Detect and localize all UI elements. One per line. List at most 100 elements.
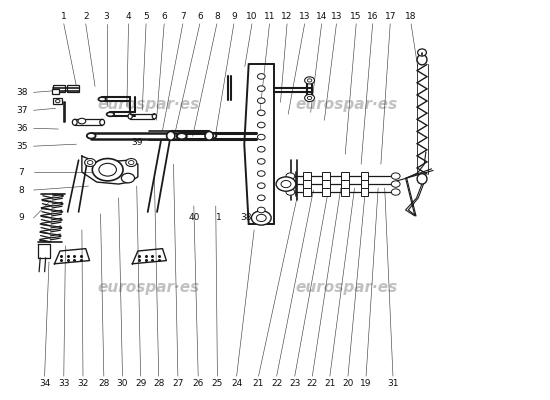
Ellipse shape [87,133,96,139]
Ellipse shape [100,119,104,125]
Text: 4: 4 [126,12,131,21]
Circle shape [281,180,291,188]
Text: 24: 24 [231,379,242,388]
Text: 39: 39 [131,138,142,147]
Bar [322,172,330,180]
Bar [53,98,62,104]
Text: 2: 2 [83,12,89,21]
Text: 38: 38 [241,214,252,222]
Bar [67,85,79,92]
Circle shape [257,98,265,104]
Circle shape [286,181,295,187]
Text: 22: 22 [307,379,318,388]
Circle shape [257,110,265,116]
Circle shape [256,214,266,222]
Text: 30: 30 [117,379,128,388]
Text: 11: 11 [264,12,275,21]
Circle shape [307,96,312,100]
Circle shape [78,118,86,124]
Circle shape [257,122,265,128]
Text: 6: 6 [197,12,203,21]
Circle shape [257,146,265,152]
Circle shape [85,158,96,166]
Circle shape [286,189,295,195]
Circle shape [129,160,134,164]
Bar [303,180,311,188]
Ellipse shape [107,112,114,116]
Text: 5: 5 [143,12,149,21]
Circle shape [257,195,265,201]
Text: 33: 33 [58,379,69,388]
Text: 29: 29 [135,379,146,388]
Ellipse shape [73,119,77,125]
Circle shape [87,160,93,164]
Ellipse shape [167,132,175,140]
Text: 40: 40 [188,214,200,222]
Circle shape [305,94,315,102]
Text: 22: 22 [271,379,282,388]
Text: 38: 38 [16,88,28,97]
Text: 12: 12 [282,12,293,21]
Text: 13: 13 [299,12,310,21]
Text: 34: 34 [39,379,50,388]
Bar [342,180,349,188]
Text: 32: 32 [78,379,89,388]
Text: 1: 1 [61,12,67,21]
Text: 21: 21 [324,379,336,388]
Text: 25: 25 [212,379,223,388]
Circle shape [307,79,312,82]
Circle shape [126,158,137,166]
Text: 7: 7 [19,168,24,176]
Circle shape [257,159,265,164]
Text: 15: 15 [350,12,362,21]
Circle shape [257,183,265,188]
Text: 28: 28 [153,379,164,388]
Text: 23: 23 [289,379,300,388]
Text: eurospar·es: eurospar·es [98,280,200,295]
Ellipse shape [177,133,186,140]
Text: 8: 8 [19,186,24,194]
Circle shape [391,181,400,187]
Text: eurospar·es: eurospar·es [295,97,398,112]
Text: 13: 13 [331,12,342,21]
Circle shape [391,173,400,179]
Text: 9: 9 [231,12,236,21]
Circle shape [122,173,135,183]
Bar [361,188,368,196]
Text: 17: 17 [384,12,396,21]
Bar [361,180,368,188]
Bar [322,188,330,196]
Ellipse shape [417,54,427,65]
Ellipse shape [207,133,216,139]
Circle shape [305,77,315,84]
Bar [52,89,59,94]
Circle shape [257,207,265,213]
Text: 35: 35 [16,142,28,151]
Bar [342,172,349,180]
Bar [53,85,65,92]
Text: 21: 21 [253,379,264,388]
Circle shape [251,211,271,225]
Ellipse shape [152,114,156,119]
Text: 10: 10 [246,12,258,21]
Bar [361,172,368,180]
Bar [322,180,330,188]
Bar [303,188,311,196]
Text: 26: 26 [192,379,204,388]
Ellipse shape [205,132,213,140]
Text: 1: 1 [216,214,222,222]
Circle shape [99,163,117,176]
Circle shape [257,74,265,79]
Text: eurospar·es: eurospar·es [98,97,200,112]
Text: 20: 20 [342,379,354,388]
Text: 37: 37 [16,106,28,115]
Circle shape [257,171,265,176]
Text: 28: 28 [98,379,109,388]
Text: 14: 14 [316,12,327,21]
Text: 16: 16 [367,12,378,21]
Text: 3: 3 [104,12,109,21]
Text: 7: 7 [180,12,186,21]
Text: 31: 31 [387,379,399,388]
Circle shape [276,177,296,191]
Ellipse shape [98,97,106,101]
